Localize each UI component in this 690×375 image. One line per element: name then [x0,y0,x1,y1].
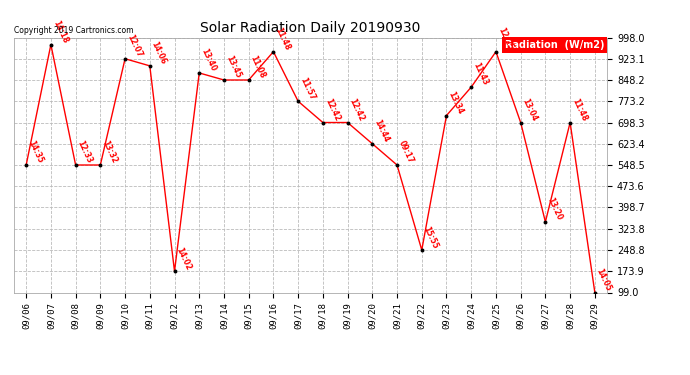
Text: 14:18: 14:18 [51,19,69,45]
Text: 14:02: 14:02 [175,246,193,271]
Point [564,120,575,126]
Point [95,162,106,168]
Text: Copyright 2019 Cartronics.com: Copyright 2019 Cartronics.com [14,26,133,35]
Point [515,120,526,126]
Text: 13:20: 13:20 [545,196,564,222]
Title: Solar Radiation Daily 20190930: Solar Radiation Daily 20190930 [200,21,421,35]
Point [194,70,205,76]
Text: 12:42: 12:42 [323,97,342,123]
Text: 14:06: 14:06 [150,40,168,66]
Text: 13:32: 13:32 [100,140,119,165]
Point [466,84,477,90]
Text: 14:35: 14:35 [26,140,44,165]
Text: 12:42: 12:42 [348,97,366,123]
Point [367,141,378,147]
Text: 11:48: 11:48 [273,26,292,52]
Point [119,56,130,62]
Text: 14:05: 14:05 [595,267,613,292]
Point [293,98,304,104]
Point [317,120,328,126]
Text: 11:48: 11:48 [570,97,589,123]
Text: 13:34: 13:34 [446,90,465,116]
Text: 09:17: 09:17 [397,139,415,165]
Text: 12:07: 12:07 [125,33,144,59]
Point [46,42,57,48]
Point [540,219,551,225]
Point [589,290,600,296]
Text: 11:57: 11:57 [298,76,317,101]
Text: 12:25: 12:25 [496,26,514,52]
Point [441,112,452,118]
Text: 13:40: 13:40 [199,47,217,73]
Point [491,49,502,55]
Point [70,162,81,168]
Text: 15:55: 15:55 [422,225,440,250]
Point [391,162,402,168]
Text: 13:45: 13:45 [224,54,242,80]
Point [219,77,230,83]
Text: 14:44: 14:44 [373,118,391,144]
Text: 11:43: 11:43 [471,62,490,87]
Text: 12:33: 12:33 [76,140,94,165]
Point [416,247,427,253]
Point [144,63,155,69]
Text: 11:08: 11:08 [248,54,267,80]
Point [243,77,254,83]
Point [169,268,180,274]
Text: Radiation  (W/m2): Radiation (W/m2) [505,40,604,50]
Point [21,162,32,168]
Point [268,49,279,55]
Point [342,120,353,126]
Text: 13:04: 13:04 [521,97,539,123]
